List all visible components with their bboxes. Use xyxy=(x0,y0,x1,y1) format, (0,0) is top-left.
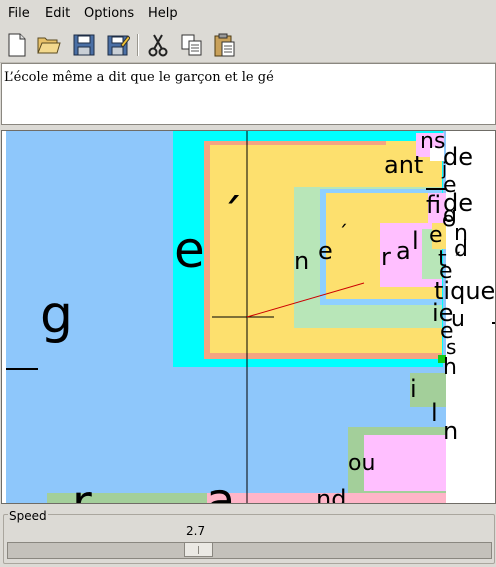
glyph-g-small: g xyxy=(443,203,457,228)
cut-icon[interactable] xyxy=(144,31,172,59)
glyph-ns: ns xyxy=(420,130,446,154)
glyph-ou: ou xyxy=(348,451,376,476)
glyph-e-lower: e xyxy=(439,259,453,284)
glyph-i: i xyxy=(410,375,417,403)
copy-icon[interactable] xyxy=(178,31,206,59)
glyph-r-large: r xyxy=(72,475,92,504)
glyph-e-upper: e xyxy=(443,173,457,198)
glyph-e-low: e xyxy=(440,319,454,344)
glyph-a-large: a xyxy=(206,473,236,504)
toolbar xyxy=(0,28,496,63)
glyph-g-large: g xyxy=(40,285,74,345)
crosshair-overlay xyxy=(6,131,495,503)
speed-slider-thumb[interactable] xyxy=(184,542,213,557)
glyph-j: j xyxy=(442,159,448,180)
save-as-icon[interactable] xyxy=(104,31,132,59)
save-icon[interactable] xyxy=(70,31,98,59)
speed-frame xyxy=(3,514,495,564)
glyph-e-small: e xyxy=(429,223,443,248)
glyph-s: s xyxy=(446,335,457,359)
glyph-l: l xyxy=(412,227,419,255)
menu-file[interactable]: File xyxy=(8,6,30,21)
glyph-t: t xyxy=(438,247,447,272)
text-content: L’école même a dit que le garçon et le g… xyxy=(4,70,274,85)
glyph-l-lower: l xyxy=(431,399,438,427)
new-document-icon[interactable] xyxy=(3,31,31,59)
text-pane[interactable]: L’école même a dit que le garçon et le g… xyxy=(1,63,496,125)
glyph-acute-mid: ´ xyxy=(338,221,348,245)
glyph-n: n xyxy=(294,247,310,275)
glyph-h: h xyxy=(443,355,457,380)
glyph-acute-small: ´ xyxy=(452,249,462,273)
speed-label: Speed xyxy=(8,509,48,523)
dasher-canvas[interactable]: g e ´ n e ´ r a l e ant ns de j e de fi … xyxy=(1,130,496,504)
glyph-ant: ant xyxy=(384,151,424,179)
speed-slider-trough[interactable] xyxy=(7,542,492,559)
glyph-fi: fi xyxy=(426,191,442,219)
menu-options[interactable]: Options xyxy=(84,6,135,21)
glyph-ie: ie xyxy=(432,299,454,327)
paste-icon[interactable] xyxy=(211,31,239,59)
speed-value: 2.7 xyxy=(186,524,206,538)
open-folder-icon[interactable] xyxy=(35,31,63,59)
glyph-de-top: de xyxy=(443,143,473,171)
glyph-de-second: de xyxy=(443,189,473,217)
menu-help[interactable]: Help xyxy=(148,6,178,21)
glyph-e-right: e xyxy=(442,207,455,231)
glyph-r: r xyxy=(381,243,391,271)
menu-bar: File Edit Options Help xyxy=(0,0,496,28)
glyph-e-large: e xyxy=(174,221,205,279)
glyph-n-right: n xyxy=(454,221,468,246)
glyph-u: u xyxy=(451,307,465,332)
glyph-e-mid: e xyxy=(318,237,333,265)
menu-edit[interactable]: Edit xyxy=(45,6,71,21)
glyph-acute-large: ´ xyxy=(220,189,243,243)
glyph-n-lower: n xyxy=(443,417,459,445)
glyph-a: a xyxy=(396,237,411,265)
glyph-nd: nd xyxy=(316,485,347,504)
glyph-d: d xyxy=(454,237,468,262)
glyph-tique: tique xyxy=(434,277,496,305)
